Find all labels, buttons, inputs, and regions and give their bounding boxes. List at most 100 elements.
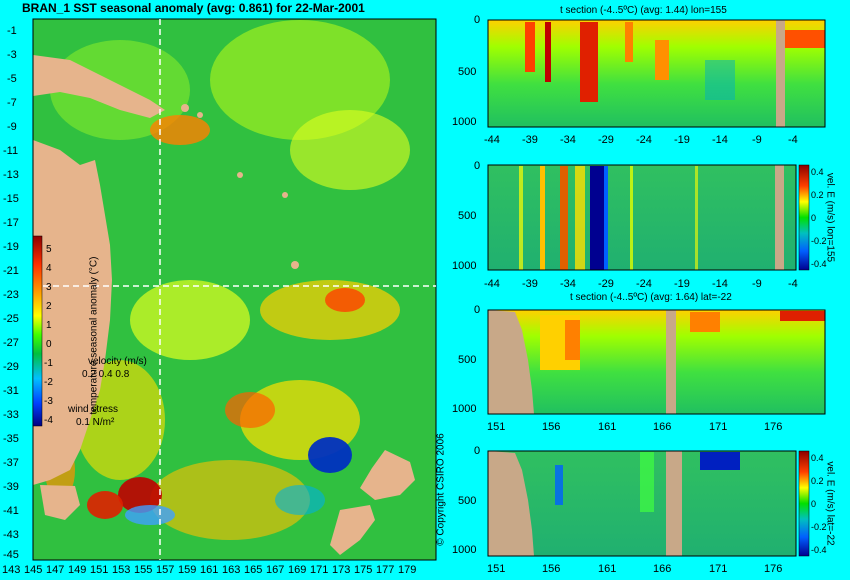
map-x-tick: 165: [244, 564, 263, 576]
panel-2-y-tick: 1000: [452, 260, 477, 272]
panel-2-bar-tick: 0: [811, 213, 817, 223]
map-x-tick: 163: [222, 564, 241, 576]
map-x-tick: 153: [112, 564, 131, 576]
panel-3-x-tick: 151: [487, 421, 506, 433]
colorbar-tick: -3: [44, 396, 53, 407]
panel-4-bar-tick: -0.4: [811, 545, 827, 555]
map-y-tick: -11: [3, 145, 19, 157]
wind-legend-label: wind stress: [68, 404, 119, 415]
panel-2-bar-tick: -0.4: [811, 259, 827, 269]
panel-2-x-tick: -9: [752, 278, 762, 290]
map-y-tick: -41: [3, 505, 19, 517]
panel-3-x-tick: 156: [542, 421, 561, 433]
map-y-tick: -27: [3, 337, 19, 349]
colorbar-tick: 3: [46, 282, 52, 293]
colorbar-tick: -2: [44, 377, 53, 388]
panel-3-x-tick: 171: [709, 421, 728, 433]
panel-2-bar-tick: 0.4: [811, 167, 824, 177]
map-x-tick: 151: [90, 564, 109, 576]
map-x-tick: 159: [178, 564, 197, 576]
panel-1-x-tick: -34: [560, 134, 576, 146]
sst-colorbar: [32, 235, 43, 427]
panel-2-side-label: vel. E (m/s) lon=155: [824, 172, 836, 263]
panel-1-x-tick: -44: [484, 134, 500, 146]
panel-2-y-tick: 0: [474, 160, 481, 172]
map-x-tick: 175: [354, 564, 373, 576]
panel-4-bar-tick: 0.4: [811, 453, 824, 463]
panel-3-y-tick: 1000: [452, 403, 477, 415]
panel-3-x-tick: 176: [764, 421, 783, 433]
panel-4-bar-tick: 0: [811, 499, 817, 509]
panel-2-x-tick: -4: [788, 278, 798, 290]
panel-3-y-tick: 0: [474, 304, 481, 316]
panel-2-x-tick: -14: [712, 278, 728, 290]
panel-3-title: t section (-4..5ºC) (avg: 1.64) lat=-22: [570, 292, 732, 303]
map-x-tick: 149: [68, 564, 87, 576]
map-y-tick: -3: [7, 49, 17, 61]
colorbar-tick: 5: [46, 244, 52, 255]
panel-4-x-tick: 166: [653, 563, 672, 575]
copyright-text: © Copyright CSIRO 2006: [435, 433, 447, 546]
map-y-tick: -13: [3, 169, 19, 181]
panel-2-x-tick: -39: [522, 278, 538, 290]
panel-4-y-tick: 500: [458, 495, 477, 507]
map-y-tick: -39: [3, 481, 19, 493]
panel-1-x-tick: -19: [674, 134, 690, 146]
map-y-tick: -9: [7, 121, 17, 133]
map-y-tick: -45: [3, 549, 19, 561]
map-y-tick: -33: [3, 409, 19, 421]
panel-4-x-tick: 161: [598, 563, 617, 575]
map-y-tick: -35: [3, 433, 19, 445]
panel-4-y-tick: 0: [474, 445, 481, 457]
map-x-tick: 155: [134, 564, 153, 576]
panel-2-plot: [487, 164, 810, 271]
panel-1-x-tick: -39: [522, 134, 538, 146]
map-y-tick: -5: [7, 73, 17, 85]
map-y-tick: -31: [3, 385, 19, 397]
panel-3-x-tick: 166: [653, 421, 672, 433]
panel-4-x-tick: 171: [709, 563, 728, 575]
sst-map: [32, 18, 437, 561]
panel-4-y-tick: 1000: [452, 544, 477, 556]
colorbar-tick: 1: [46, 320, 52, 331]
map-y-tick: -1: [7, 25, 17, 37]
map-x-tick: 177: [376, 564, 395, 576]
map-x-tick: 145: [24, 564, 43, 576]
map-x-tick: 179: [398, 564, 417, 576]
wind-legend-scale: 0.1 N/m²: [76, 417, 115, 428]
panel-1-x-tick: -14: [712, 134, 728, 146]
panel-2-bar-tick: -0.2: [811, 236, 827, 246]
map-y-tick: -37: [3, 457, 19, 469]
panel-4-bar-tick: 0.2: [811, 476, 824, 486]
colorbar-tick: 4: [46, 263, 52, 274]
panel-3-plot: [487, 309, 826, 415]
panel-2-x-tick: -19: [674, 278, 690, 290]
map-x-tick: 147: [46, 564, 65, 576]
velocity-legend-scale: 0.2 0.4 0.8: [82, 369, 130, 380]
panel-4-bar-tick: -0.2: [811, 522, 827, 532]
map-y-tick: -43: [3, 529, 19, 541]
velocity-legend-label: velocity (m/s): [88, 356, 147, 367]
map-x-tick: 173: [332, 564, 351, 576]
panel-2-bar-tick: 0.2: [811, 190, 824, 200]
colorbar-tick: 2: [46, 301, 52, 312]
panel-2-x-tick: -34: [560, 278, 576, 290]
panel-1-y-tick: 500: [458, 66, 477, 78]
panel-3-y-tick: 500: [458, 354, 477, 366]
map-x-tick: 161: [200, 564, 219, 576]
map-y-tick: -15: [3, 193, 19, 205]
colorbar-label: temperature seasonal anomaly (°C): [88, 256, 100, 415]
panel-2-y-tick: 500: [458, 210, 477, 222]
panel-1-y-tick: 1000: [452, 116, 477, 128]
colorbar-tick: -1: [44, 358, 53, 369]
panel-1-x-tick: -29: [598, 134, 614, 146]
panel-1-plot: [487, 19, 826, 128]
map-title: BRAN_1 SST seasonal anomaly (avg: 0.861)…: [22, 1, 365, 15]
panel-1-x-tick: -24: [636, 134, 652, 146]
map-y-tick: -19: [3, 241, 19, 253]
panel-2-x-tick: -29: [598, 278, 614, 290]
map-x-tick: 143: [2, 564, 21, 576]
map-x-tick: 167: [266, 564, 285, 576]
panel-4-x-tick: 156: [542, 563, 561, 575]
